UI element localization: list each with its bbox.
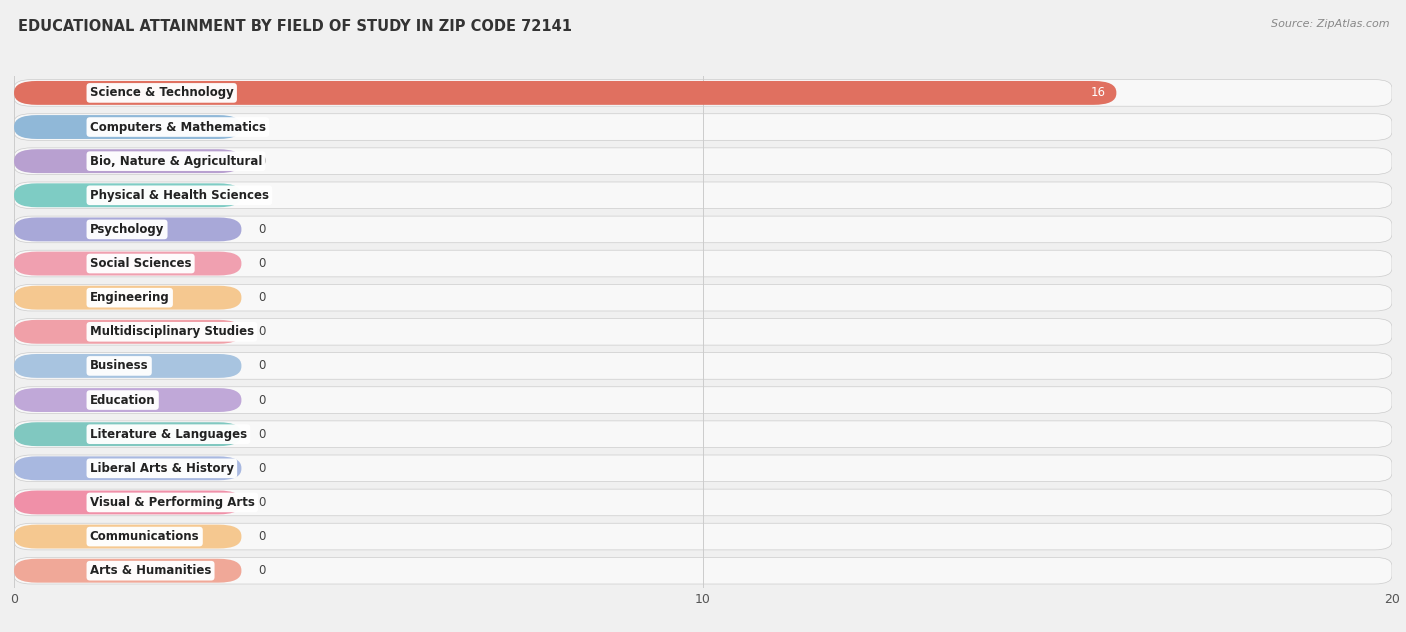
Text: Education: Education [90, 394, 156, 406]
FancyBboxPatch shape [14, 421, 1392, 447]
Text: 0: 0 [259, 223, 266, 236]
Text: 0: 0 [259, 121, 266, 133]
Circle shape [37, 119, 67, 135]
FancyBboxPatch shape [14, 183, 242, 207]
Circle shape [37, 324, 67, 339]
Text: 16: 16 [1091, 87, 1107, 99]
Text: Literature & Languages: Literature & Languages [90, 428, 247, 441]
FancyBboxPatch shape [14, 557, 1392, 584]
Text: Communications: Communications [90, 530, 200, 543]
Circle shape [37, 563, 67, 578]
FancyBboxPatch shape [14, 115, 242, 139]
Text: Physical & Health Sciences: Physical & Health Sciences [90, 189, 269, 202]
Circle shape [37, 290, 67, 305]
Text: Source: ZipAtlas.com: Source: ZipAtlas.com [1271, 19, 1389, 29]
FancyBboxPatch shape [14, 489, 1392, 516]
Text: 0: 0 [259, 257, 266, 270]
Text: Liberal Arts & History: Liberal Arts & History [90, 462, 233, 475]
Text: 0: 0 [259, 462, 266, 475]
Text: 0: 0 [259, 394, 266, 406]
Circle shape [37, 188, 67, 203]
FancyBboxPatch shape [14, 525, 242, 549]
Text: Visual & Performing Arts: Visual & Performing Arts [90, 496, 254, 509]
Text: Engineering: Engineering [90, 291, 170, 304]
FancyBboxPatch shape [14, 490, 242, 514]
Circle shape [37, 222, 67, 237]
Text: 0: 0 [259, 360, 266, 372]
Text: 0: 0 [259, 325, 266, 338]
FancyBboxPatch shape [14, 148, 1392, 174]
Text: Multidisciplinary Studies: Multidisciplinary Studies [90, 325, 254, 338]
FancyBboxPatch shape [14, 422, 242, 446]
Text: EDUCATIONAL ATTAINMENT BY FIELD OF STUDY IN ZIP CODE 72141: EDUCATIONAL ATTAINMENT BY FIELD OF STUDY… [18, 19, 572, 34]
FancyBboxPatch shape [14, 250, 1392, 277]
FancyBboxPatch shape [14, 320, 242, 344]
Circle shape [37, 529, 67, 544]
Circle shape [37, 461, 67, 476]
FancyBboxPatch shape [14, 523, 1392, 550]
FancyBboxPatch shape [14, 217, 242, 241]
FancyBboxPatch shape [14, 559, 242, 583]
Circle shape [37, 256, 67, 271]
Text: Psychology: Psychology [90, 223, 165, 236]
Text: Computers & Mathematics: Computers & Mathematics [90, 121, 266, 133]
FancyBboxPatch shape [14, 387, 1392, 413]
Text: Bio, Nature & Agricultural: Bio, Nature & Agricultural [90, 155, 262, 167]
Circle shape [37, 154, 67, 169]
Text: Business: Business [90, 360, 149, 372]
Text: 0: 0 [259, 155, 266, 167]
FancyBboxPatch shape [14, 80, 1392, 106]
FancyBboxPatch shape [14, 252, 242, 276]
FancyBboxPatch shape [14, 319, 1392, 345]
FancyBboxPatch shape [14, 149, 242, 173]
Text: 0: 0 [259, 291, 266, 304]
Text: Science & Technology: Science & Technology [90, 87, 233, 99]
FancyBboxPatch shape [14, 286, 242, 310]
FancyBboxPatch shape [14, 182, 1392, 209]
Circle shape [37, 85, 67, 100]
FancyBboxPatch shape [14, 388, 242, 412]
FancyBboxPatch shape [14, 216, 1392, 243]
Text: Social Sciences: Social Sciences [90, 257, 191, 270]
Text: 0: 0 [259, 428, 266, 441]
Circle shape [37, 392, 67, 408]
Circle shape [37, 358, 67, 374]
Circle shape [37, 495, 67, 510]
Text: 0: 0 [259, 496, 266, 509]
FancyBboxPatch shape [14, 354, 242, 378]
Circle shape [37, 427, 67, 442]
FancyBboxPatch shape [14, 114, 1392, 140]
Text: 0: 0 [259, 564, 266, 577]
FancyBboxPatch shape [14, 284, 1392, 311]
FancyBboxPatch shape [14, 81, 1116, 105]
FancyBboxPatch shape [14, 456, 242, 480]
FancyBboxPatch shape [14, 455, 1392, 482]
Text: 0: 0 [259, 189, 266, 202]
Text: 0: 0 [259, 530, 266, 543]
Text: Arts & Humanities: Arts & Humanities [90, 564, 211, 577]
FancyBboxPatch shape [14, 353, 1392, 379]
